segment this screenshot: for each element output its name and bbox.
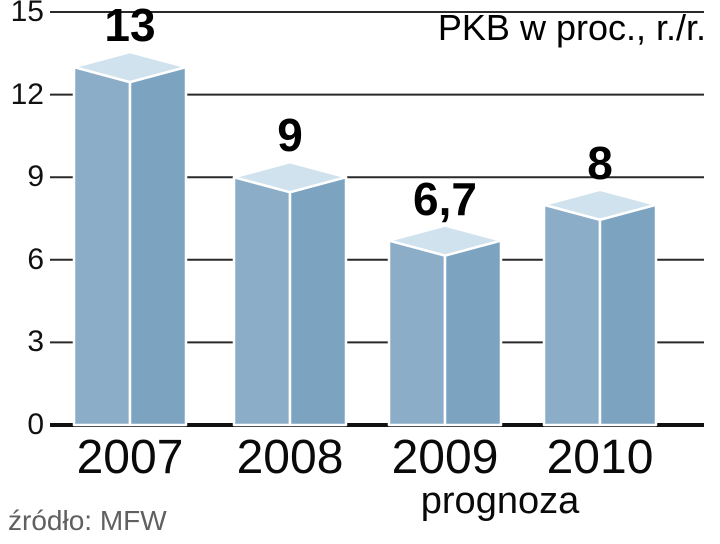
bar-top-face [542,188,658,221]
bar-2007 [72,50,188,427]
bar-top-face [232,160,348,194]
chart-title: PKB w proc., r./r. [437,7,706,48]
bar-face-left [232,175,292,427]
bar-face-right [128,65,188,427]
bar-2010 [542,188,658,427]
bar-value-label: 8 [587,136,613,189]
bar-top-face [72,50,188,84]
bar-2008 [232,160,348,427]
bar-value-label: 13 [104,0,156,52]
source-label: źródło: MFW [8,505,167,536]
bar-face-left [72,65,132,427]
bar-face-right [288,175,348,427]
y-axis-tick-label: 3 [27,325,44,358]
y-axis-tick-label: 9 [27,160,44,193]
bar-face-left [387,239,447,427]
bar-top-face [387,224,503,257]
bar-face-left [542,203,602,427]
bar-value-label: 9 [277,109,303,162]
x-axis-category-label: 2008 [236,431,344,484]
x-axis-category-label: 2009 [391,431,499,484]
bar-face-right [443,239,503,427]
y-axis-tick-label: 12 [10,78,44,111]
y-axis-tick-label: 6 [27,243,44,276]
y-axis-tick-label: 0 [27,408,44,441]
bar-face-right [598,203,658,427]
x-axis-category-label: 2010 [546,431,654,484]
x-axis-category-label: 2007 [76,431,184,484]
y-axis-tick-label: 15 [10,0,44,28]
bar-2009 [387,224,503,427]
bar-value-label: 6,7 [413,172,477,225]
forecast-note: prognoza [420,480,580,522]
